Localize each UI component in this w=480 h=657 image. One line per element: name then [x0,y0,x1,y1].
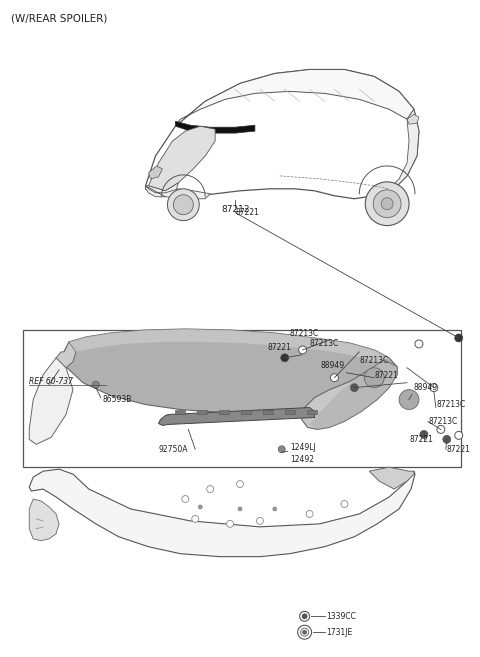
Circle shape [455,432,463,440]
Circle shape [330,374,338,382]
Text: 87213C: 87213C [429,417,458,426]
Circle shape [198,505,202,509]
Polygon shape [69,329,389,362]
Circle shape [256,518,264,524]
Circle shape [302,630,307,634]
Polygon shape [175,121,255,133]
Circle shape [455,334,463,342]
Circle shape [281,354,288,362]
Polygon shape [148,126,215,191]
Polygon shape [64,329,397,413]
Circle shape [173,194,193,215]
Text: 87213C: 87213C [310,339,339,348]
Polygon shape [307,409,316,415]
Circle shape [227,520,234,528]
Text: 88949: 88949 [414,382,438,392]
Circle shape [168,189,199,221]
Polygon shape [241,409,251,415]
Polygon shape [145,186,210,199]
Text: 1339CC: 1339CC [326,612,356,621]
Circle shape [381,198,393,210]
Text: 92750A: 92750A [158,445,188,454]
Circle shape [415,340,423,348]
Polygon shape [29,499,59,541]
Text: 87213C: 87213C [437,400,466,409]
Bar [23,330,461,467]
Polygon shape [145,183,179,196]
Text: 88949: 88949 [320,361,344,370]
Polygon shape [219,409,229,415]
Text: 87221: 87221 [409,435,433,444]
Circle shape [373,190,401,217]
Circle shape [443,436,451,443]
Polygon shape [197,409,207,415]
Polygon shape [407,114,419,124]
Circle shape [278,446,285,453]
Circle shape [306,510,313,518]
Circle shape [299,346,307,354]
Circle shape [365,182,409,225]
Circle shape [238,507,242,511]
Circle shape [437,426,445,434]
Circle shape [364,368,384,388]
Polygon shape [56,342,76,368]
Text: 86593B: 86593B [103,395,132,404]
Polygon shape [310,360,397,430]
Circle shape [237,481,243,487]
Circle shape [420,430,428,438]
Polygon shape [29,469,415,556]
Polygon shape [263,409,273,415]
Circle shape [341,501,348,507]
Circle shape [92,381,99,388]
Text: REF 60-737: REF 60-737 [29,377,73,386]
Text: 87213C: 87213C [360,356,388,365]
Text: 87213C: 87213C [290,329,319,338]
Polygon shape [29,358,73,444]
Polygon shape [175,70,414,126]
Circle shape [298,625,312,639]
Polygon shape [175,409,185,415]
Circle shape [302,614,307,619]
Circle shape [273,507,277,511]
Text: 87212: 87212 [221,205,250,214]
Text: 87221: 87221 [374,371,398,380]
Text: 87221: 87221 [235,208,259,217]
Polygon shape [374,109,419,196]
Circle shape [192,515,199,522]
Text: 1249LJ: 1249LJ [290,443,315,452]
Polygon shape [158,407,314,426]
Circle shape [430,384,438,392]
Polygon shape [285,409,295,415]
Circle shape [350,384,358,392]
Circle shape [182,495,189,503]
Circle shape [207,486,214,493]
Circle shape [300,628,309,636]
Text: (W/REAR SPOILER): (W/REAR SPOILER) [11,14,108,24]
Polygon shape [148,166,162,179]
Text: 87221: 87221 [447,445,471,454]
Text: 12492: 12492 [290,455,314,464]
Circle shape [300,612,310,622]
Circle shape [399,390,419,409]
Polygon shape [369,467,414,489]
Polygon shape [145,70,419,199]
Text: 1731JE: 1731JE [326,627,353,637]
Polygon shape [301,360,397,430]
Text: 87221: 87221 [268,343,292,352]
